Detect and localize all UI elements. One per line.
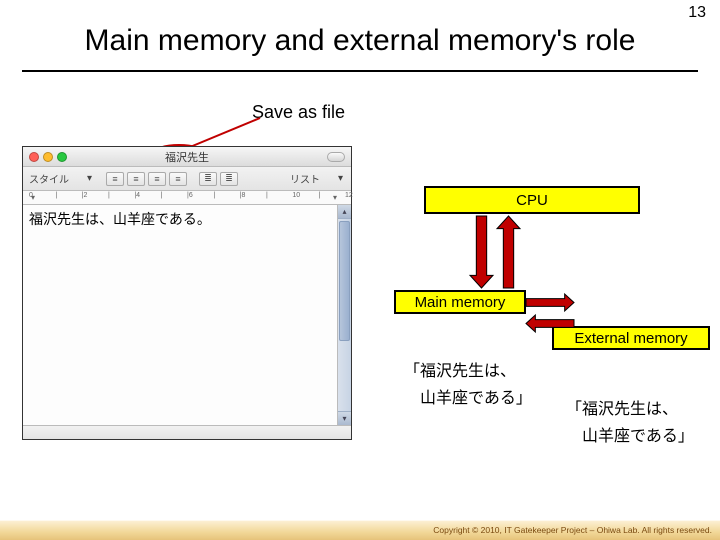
ruler-tick: | <box>266 192 268 199</box>
external-memory-box: External memory <box>552 326 710 350</box>
ruler-tick: | <box>319 192 321 199</box>
scroll-up-icon[interactable]: ▴ <box>338 205 351 219</box>
quote-line: 山羊座である」 <box>404 385 532 412</box>
mm-ext-arrows <box>526 294 574 332</box>
quote-line: 「福沢先生は、 <box>566 396 694 423</box>
document-text[interactable]: 福沢先生は、山羊座である。 <box>23 205 337 425</box>
align-right-button[interactable]: ≡ <box>148 172 166 186</box>
ruler-tick: 10 <box>292 192 300 199</box>
ruler-tick: |4 <box>134 192 140 199</box>
ruler-tick: | <box>161 192 163 199</box>
titlebar[interactable]: 福沢先生 <box>23 147 351 167</box>
traffic-lights <box>29 152 67 162</box>
ruler-tick: | <box>55 192 57 199</box>
footer-copyright: Copyright © 2010, IT Gatekeeper Project … <box>0 520 720 540</box>
quote-line: 「福沢先生は、 <box>404 358 532 385</box>
align-left-button[interactable]: ≡ <box>106 172 124 186</box>
ruler-tick: |8 <box>240 192 246 199</box>
spacing-group: ≣ ≣ <box>199 172 238 186</box>
align-group: ≡ ≡ ≡ ≡ <box>106 172 187 186</box>
spacing-button-2[interactable]: ≣ <box>220 172 238 186</box>
tab-marker-icon[interactable]: ▾ <box>333 193 337 202</box>
document-area: 福沢先生は、山羊座である。 ▴ ▾ <box>23 205 351 425</box>
scroll-track[interactable] <box>338 219 351 411</box>
ruler-tick: | <box>108 192 110 199</box>
divider <box>22 70 698 72</box>
ruler-tick: |2 <box>82 192 88 199</box>
ruler-tick: 12 <box>345 192 353 199</box>
slide: { "page_number": "13", "title": "Main me… <box>0 0 720 540</box>
style-chevron-icon[interactable]: ▾ <box>85 173 94 184</box>
resize-corner[interactable] <box>23 425 351 439</box>
quote-line: 山羊座である」 <box>566 423 694 450</box>
close-icon[interactable] <box>29 152 39 162</box>
style-label: スタイル <box>29 171 69 186</box>
vertical-scrollbar[interactable]: ▴ ▾ <box>337 205 351 425</box>
quote-external-memory: 「福沢先生は、 山羊座である」 <box>566 396 694 450</box>
page-number: 13 <box>688 4 706 22</box>
toolbar-toggle-icon[interactable] <box>327 152 345 162</box>
scroll-thumb[interactable] <box>339 221 350 341</box>
ruler-tick: 0 <box>29 192 33 199</box>
window-title: 福沢先生 <box>165 149 209 165</box>
quote-main-memory: 「福沢先生は、 山羊座である」 <box>404 358 532 412</box>
cpu-mm-arrows <box>470 216 520 288</box>
spacing-button-1[interactable]: ≣ <box>199 172 217 186</box>
mac-window: 福沢先生 スタイル ▾ ≡ ≡ ≡ ≡ ≣ ≣ リスト ▾ ▾ ▾ 0 | |2 | |… <box>22 146 352 440</box>
list-label: リスト <box>290 171 320 186</box>
zoom-icon[interactable] <box>57 152 67 162</box>
slide-title: Main memory and external memory's role <box>0 24 720 58</box>
callout-label: Save as file <box>252 102 345 123</box>
external-memory-label: External memory <box>554 328 708 350</box>
scroll-down-icon[interactable]: ▾ <box>338 411 351 425</box>
main-memory-label: Main memory <box>396 292 524 314</box>
ruler-tick: |6 <box>187 192 193 199</box>
cpu-label: CPU <box>426 188 638 214</box>
list-chevron-icon[interactable]: ▾ <box>336 173 345 184</box>
format-toolbar: スタイル ▾ ≡ ≡ ≡ ≡ ≣ ≣ リスト ▾ <box>23 167 351 191</box>
main-memory-box: Main memory <box>394 290 526 314</box>
minimize-icon[interactable] <box>43 152 53 162</box>
ruler-tick: | <box>213 192 215 199</box>
cpu-box: CPU <box>424 186 640 214</box>
align-center-button[interactable]: ≡ <box>127 172 145 186</box>
align-justify-button[interactable]: ≡ <box>169 172 187 186</box>
ruler[interactable]: ▾ ▾ 0||2||4||6||8|10|12 <box>23 191 351 205</box>
